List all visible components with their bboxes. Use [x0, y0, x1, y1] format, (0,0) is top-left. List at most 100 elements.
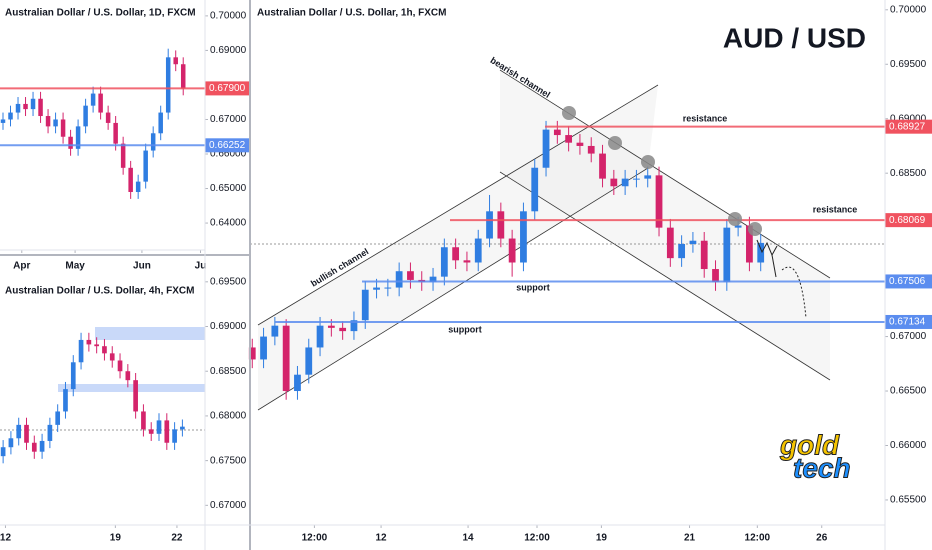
level-label: 0.68069 — [889, 215, 926, 226]
touch-circle — [728, 212, 742, 226]
candle-body — [271, 325, 279, 337]
candle-body — [316, 325, 324, 348]
candle-body — [666, 227, 674, 259]
candle-body — [86, 339, 92, 345]
heading: AUD / USD — [723, 22, 866, 53]
candle-body — [384, 287, 392, 289]
candle-body — [15, 103, 21, 113]
candle-body — [45, 116, 51, 127]
candle-body — [78, 339, 84, 363]
candle-body — [260, 336, 267, 360]
candle-body — [621, 178, 629, 187]
y-tick-label: 0.68500 — [890, 168, 927, 179]
candle-body — [723, 227, 731, 283]
level-tag — [885, 119, 932, 134]
candle-body — [70, 362, 76, 390]
candle-body — [655, 175, 663, 228]
candle-body — [633, 178, 640, 180]
candle-body — [63, 389, 68, 412]
level-label: 0.67900 — [209, 83, 246, 94]
candle-body — [39, 440, 45, 452]
candle-body — [712, 269, 719, 283]
logo-tech: tech — [793, 452, 851, 483]
x-tick-label: May — [65, 261, 85, 272]
y-tick-label: 0.69500 — [890, 59, 927, 70]
candle-body — [172, 429, 177, 443]
candle-body — [113, 122, 118, 144]
supply-zone — [58, 384, 205, 392]
x-tick-label: 12 — [0, 533, 11, 544]
candle-body — [98, 93, 103, 113]
y-tick-label: 0.68000 — [210, 411, 247, 422]
candle-body — [689, 240, 697, 244]
candle-body — [83, 105, 88, 127]
candle-body — [38, 98, 43, 117]
y-tick-label: 0.65500 — [890, 495, 927, 506]
candle-body — [474, 238, 482, 263]
candle-body — [16, 424, 22, 439]
chart-title: Australian Dollar / U.S. Dollar, 4h, FXC… — [5, 286, 194, 297]
touch-points — [562, 106, 762, 236]
candle-body — [8, 112, 13, 120]
level-tag — [205, 138, 250, 153]
y-tick-label: 0.67000 — [890, 331, 927, 342]
candle-body — [158, 112, 163, 134]
y-tick-label: 0.69000 — [210, 321, 247, 332]
x-tick-label: 19 — [110, 533, 122, 544]
candle-body — [55, 411, 61, 425]
candle-body — [164, 420, 170, 443]
annotation: support — [448, 324, 482, 334]
touch-circle — [562, 106, 576, 120]
candle-body — [31, 442, 37, 452]
candle-body — [700, 240, 708, 270]
bearish-channel-area — [500, 70, 830, 380]
logo-gold: gold — [779, 429, 840, 460]
candle-body — [542, 129, 550, 168]
candle-body — [0, 447, 6, 457]
candle-body — [173, 57, 178, 65]
candle-body — [508, 238, 516, 263]
x-tick-label: 22 — [171, 533, 183, 544]
y-tick-label: 0.69000 — [890, 113, 927, 124]
y-tick-label: 0.65000 — [210, 183, 247, 194]
candle-body — [117, 360, 123, 372]
candle-body — [180, 64, 186, 89]
annotation: resistance — [683, 113, 728, 123]
level-label: 0.67506 — [889, 276, 926, 287]
touch-circle — [608, 136, 622, 150]
y-tick-label: 0.66500 — [890, 386, 927, 397]
candle-body — [350, 320, 358, 332]
projection-arrow — [781, 266, 807, 319]
projection-arrow — [771, 254, 777, 278]
candle-body — [8, 438, 14, 448]
supply-zone — [95, 327, 205, 340]
candle-body — [678, 243, 686, 259]
candle-body — [520, 211, 527, 263]
candle-body — [135, 181, 141, 192]
y-tick-label: 0.67000 — [210, 114, 247, 125]
candle-body — [68, 136, 73, 149]
y-tick-label: 0.66000 — [210, 149, 247, 160]
y-tick-label: 0.64000 — [210, 218, 247, 229]
touch-circle — [641, 155, 655, 169]
projection-zigzag — [756, 239, 778, 257]
x-tick-label: 26 — [816, 533, 828, 544]
candle-body — [429, 276, 437, 283]
candle-body — [339, 327, 347, 332]
y-tick-label: 0.66000 — [890, 440, 927, 451]
x-tick-label: 12:00 — [745, 533, 771, 544]
chart-title: Australian Dollar / U.S. Dollar, 1h, FXC… — [257, 8, 446, 19]
candle-body — [644, 175, 652, 179]
candle-body — [0, 119, 6, 123]
candle-body — [440, 247, 448, 277]
annotation: support — [516, 282, 550, 292]
candle-body — [734, 225, 742, 228]
candle-body — [53, 119, 58, 127]
candle-body — [60, 119, 66, 137]
candle-body — [327, 325, 335, 328]
x-tick-label: Jun — [133, 261, 151, 272]
candle-body — [75, 126, 81, 149]
x-tick-label: Ju — [195, 261, 207, 272]
channel-line — [257, 84, 659, 326]
